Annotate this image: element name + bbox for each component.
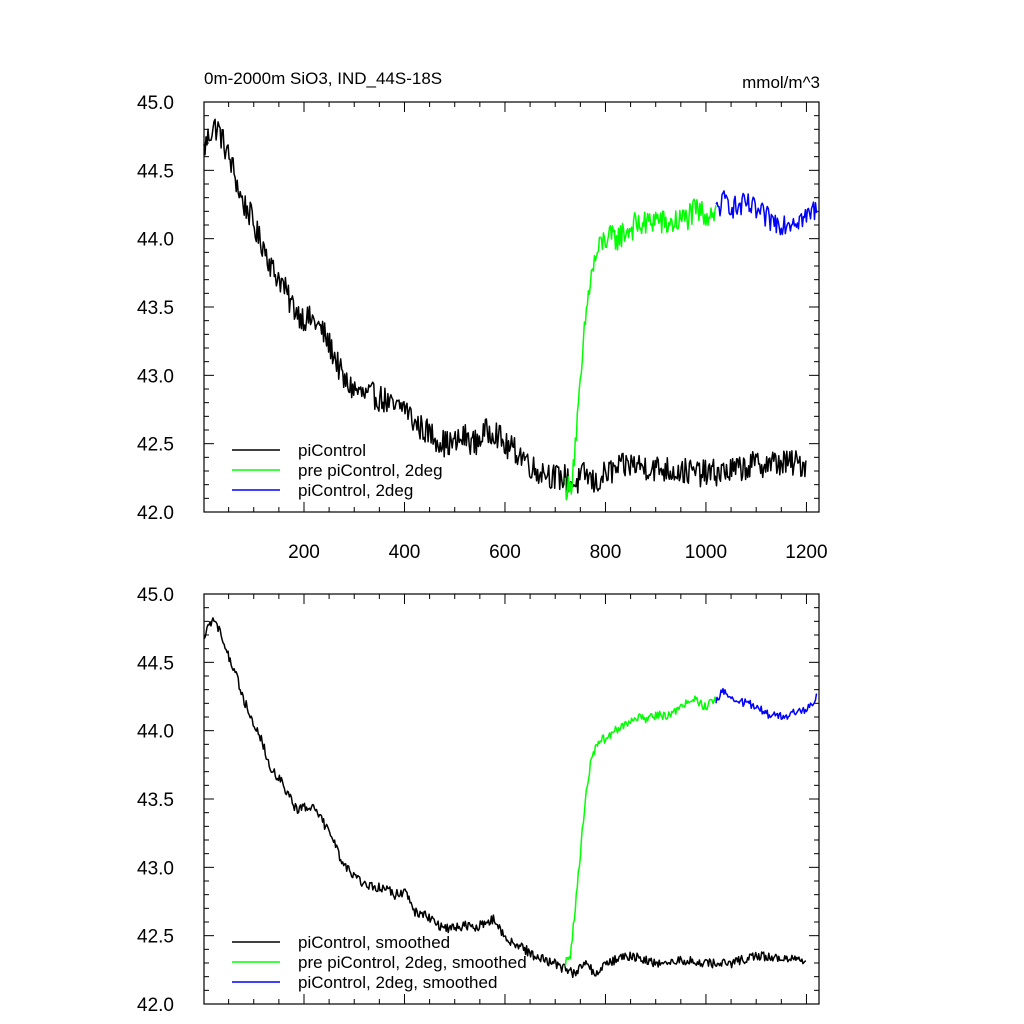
figure-units: mmol/m^3	[742, 73, 820, 92]
legend-label: piControl, 2deg	[298, 481, 413, 500]
series-line	[564, 198, 717, 501]
y-tick-label: 42.0	[137, 995, 174, 1016]
x-tick-label: 1000	[685, 542, 727, 563]
y-tick-label: 44.5	[137, 653, 174, 674]
y-tick-label: 42.5	[137, 435, 174, 456]
series-line	[564, 695, 717, 967]
series-line	[715, 190, 818, 236]
x-tick-label: 800	[590, 542, 622, 563]
bottom-x-ticks	[228, 594, 807, 1004]
x-tick-label: 600	[489, 542, 521, 563]
y-tick-label: 45.0	[137, 585, 174, 606]
x-tick-label: 400	[389, 542, 421, 563]
legend-label: piControl, smoothed	[298, 933, 450, 952]
series-line	[203, 617, 807, 979]
bottom-series	[203, 617, 818, 979]
legend-label: piControl	[298, 441, 366, 460]
series-line	[203, 118, 807, 494]
y-tick-label: 43.5	[137, 790, 174, 811]
y-tick-label: 45.0	[137, 93, 174, 114]
top-series	[203, 118, 818, 501]
y-tick-label: 42.0	[137, 503, 174, 524]
legend-label: piControl, 2deg, smoothed	[298, 973, 497, 992]
y-tick-label: 43.0	[137, 858, 174, 879]
x-tick-label: 200	[288, 542, 320, 563]
figure-title: 0m-2000m SiO3, IND_44S-18S	[204, 69, 442, 88]
y-tick-label: 43.0	[137, 366, 174, 387]
y-tick-label: 44.5	[137, 161, 174, 182]
top-panel: 200 400 600 800 1000 1200 42.0 42.5 43.0 43.5 44.…	[137, 93, 828, 563]
y-tick-label: 44.0	[137, 722, 174, 743]
top-x-ticks: 200 400 600 800 1000 1200	[228, 102, 828, 563]
series-line	[715, 687, 818, 720]
legend-label: pre piControl, 2deg, smoothed	[298, 953, 527, 972]
top-y-ticks: 42.0 42.5 43.0 43.5 44.0 44.5 45.0	[137, 93, 819, 524]
legend-label: pre piControl, 2deg	[298, 461, 443, 480]
x-tick-label: 1200	[785, 542, 827, 563]
bottom-panel: 42.0 42.5 43.0 43.5 44.0 44.5 45.0 piControl, …	[137, 585, 820, 1016]
y-tick-label: 42.5	[137, 927, 174, 948]
bottom-y-ticks: 42.0 42.5 43.0 43.5 44.0 44.5 45.0	[137, 585, 819, 1016]
y-tick-label: 44.0	[137, 230, 174, 251]
y-tick-label: 43.5	[137, 298, 174, 319]
